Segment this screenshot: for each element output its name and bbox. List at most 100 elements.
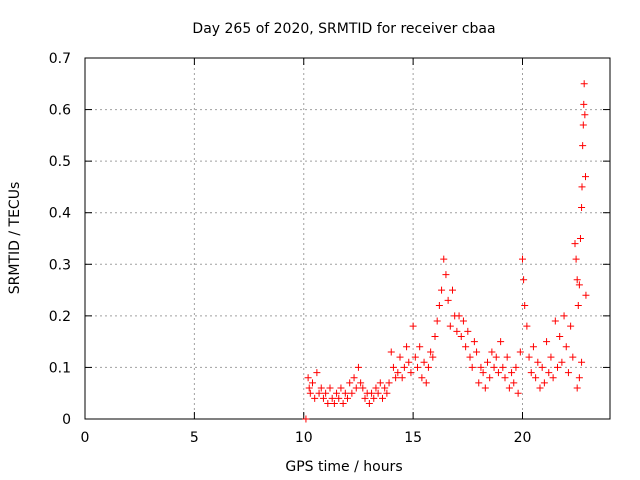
data-point xyxy=(560,312,568,320)
data-point xyxy=(521,302,529,310)
data-point xyxy=(429,353,437,361)
data-point xyxy=(319,394,327,402)
data-point xyxy=(424,363,432,371)
data-point xyxy=(558,358,566,366)
data-point xyxy=(564,369,572,377)
data-point xyxy=(579,121,587,129)
data-point xyxy=(306,389,314,397)
data-point xyxy=(543,338,551,346)
data-point xyxy=(529,343,537,351)
data-point xyxy=(328,394,336,402)
data-point xyxy=(309,379,316,387)
data-point xyxy=(505,384,513,392)
data-point xyxy=(387,348,395,356)
data-point xyxy=(571,240,579,248)
data-point xyxy=(562,343,570,351)
data-point xyxy=(403,343,411,351)
data-point xyxy=(538,363,546,371)
data-point xyxy=(578,204,586,212)
data-point xyxy=(365,400,373,408)
data-point xyxy=(581,111,589,119)
data-point xyxy=(527,369,535,377)
data-point xyxy=(414,363,421,371)
y-tick-label: 0.3 xyxy=(49,257,71,273)
data-point xyxy=(444,296,452,304)
data-point xyxy=(346,379,354,387)
data-point xyxy=(357,379,365,387)
data-point xyxy=(431,332,439,340)
data-point xyxy=(492,353,500,361)
data-point xyxy=(545,369,553,377)
data-point xyxy=(370,394,378,402)
data-point xyxy=(354,363,362,371)
data-point xyxy=(438,286,446,294)
x-tick-label: 0 xyxy=(81,430,90,446)
data-point xyxy=(520,276,528,284)
data-point xyxy=(580,100,588,108)
data-point xyxy=(374,389,382,397)
y-tick-label: 0.4 xyxy=(49,206,71,222)
data-point xyxy=(486,374,494,382)
x-axis-label: GPS time / hours xyxy=(285,459,402,475)
data-point xyxy=(551,317,559,325)
data-point xyxy=(508,369,516,377)
data-point xyxy=(385,379,393,387)
data-point xyxy=(330,400,338,408)
data-point xyxy=(462,343,470,351)
data-point xyxy=(582,291,590,299)
data-point xyxy=(494,369,502,377)
data-point xyxy=(512,363,520,371)
data-point xyxy=(534,358,542,366)
data-point xyxy=(400,363,408,371)
data-point xyxy=(315,389,323,397)
data-point xyxy=(523,322,531,330)
data-point xyxy=(335,394,343,402)
data-point xyxy=(556,332,564,340)
data-point xyxy=(324,400,332,408)
data-point xyxy=(348,389,356,397)
data-point xyxy=(409,322,417,330)
data-point xyxy=(574,302,582,310)
data-point xyxy=(449,286,456,294)
data-point xyxy=(440,255,448,263)
data-point xyxy=(575,374,583,382)
data-point xyxy=(368,389,376,397)
data-point xyxy=(567,322,575,330)
data-point xyxy=(475,379,483,387)
data-point xyxy=(525,353,533,361)
data-point xyxy=(516,348,524,356)
data-point xyxy=(484,358,491,366)
data-point xyxy=(470,338,478,346)
y-tick-label: 0.7 xyxy=(49,51,71,67)
data-point xyxy=(554,363,561,371)
data-point xyxy=(372,384,380,392)
data-point xyxy=(457,332,465,340)
data-point xyxy=(549,374,557,382)
data-point xyxy=(501,374,509,382)
data-point xyxy=(433,317,441,325)
data-point xyxy=(418,374,426,382)
data-point xyxy=(503,353,511,361)
data-point xyxy=(317,384,325,392)
data-point xyxy=(376,379,384,387)
data-point xyxy=(453,327,461,335)
data-point xyxy=(479,369,487,377)
data-point xyxy=(435,302,443,310)
data-point xyxy=(361,394,369,402)
data-point xyxy=(396,353,404,361)
data-point xyxy=(446,322,454,330)
data-point xyxy=(536,384,544,392)
data-point xyxy=(569,353,577,361)
data-point xyxy=(416,343,424,351)
data-point xyxy=(420,358,428,366)
data-point xyxy=(302,415,310,423)
data-point xyxy=(580,80,588,88)
data-point xyxy=(383,389,391,397)
data-point xyxy=(582,173,589,181)
data-point xyxy=(341,389,349,397)
data-point xyxy=(339,400,347,408)
data-point xyxy=(573,276,581,284)
data-point xyxy=(532,374,540,382)
data-point xyxy=(488,348,496,356)
